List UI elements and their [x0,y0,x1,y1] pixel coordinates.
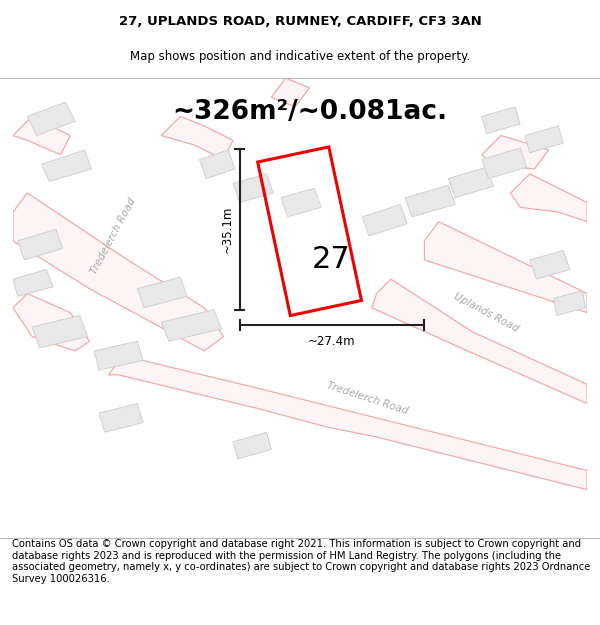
Polygon shape [482,148,527,179]
Polygon shape [200,150,235,179]
Polygon shape [405,185,455,217]
Polygon shape [137,278,187,308]
Polygon shape [233,432,271,459]
Text: Tredelerch Road: Tredelerch Road [325,381,409,417]
Polygon shape [233,174,273,203]
Polygon shape [13,116,70,154]
Text: Map shows position and indicative extent of the property.: Map shows position and indicative extent… [130,50,470,62]
Polygon shape [13,294,89,351]
Polygon shape [554,291,585,316]
Polygon shape [281,188,321,217]
Polygon shape [27,102,75,136]
Polygon shape [530,251,570,279]
Polygon shape [372,279,587,404]
Polygon shape [32,316,88,348]
Polygon shape [13,269,53,296]
Text: ~35.1m: ~35.1m [221,206,234,253]
Text: ~326m²/~0.081ac.: ~326m²/~0.081ac. [172,99,447,124]
Polygon shape [17,229,62,260]
Text: Contains OS data © Crown copyright and database right 2021. This information is : Contains OS data © Crown copyright and d… [12,539,590,584]
Polygon shape [109,356,587,489]
Polygon shape [161,116,233,159]
Polygon shape [94,341,143,370]
Text: 27, UPLANDS ROAD, RUMNEY, CARDIFF, CF3 3AN: 27, UPLANDS ROAD, RUMNEY, CARDIFF, CF3 3… [119,16,481,28]
Polygon shape [448,167,493,198]
Polygon shape [362,204,407,236]
Polygon shape [482,136,549,169]
Polygon shape [482,107,520,134]
Polygon shape [424,222,587,312]
Polygon shape [41,150,91,181]
Polygon shape [161,310,221,341]
Text: ~27.4m: ~27.4m [308,334,356,348]
Text: 27: 27 [311,246,350,274]
Text: Uplands Road: Uplands Road [452,291,521,334]
Polygon shape [525,126,563,152]
Polygon shape [99,404,143,432]
Polygon shape [13,193,223,351]
Text: Tredelerch Road: Tredelerch Road [89,196,138,276]
Polygon shape [271,78,310,107]
Polygon shape [511,174,587,222]
